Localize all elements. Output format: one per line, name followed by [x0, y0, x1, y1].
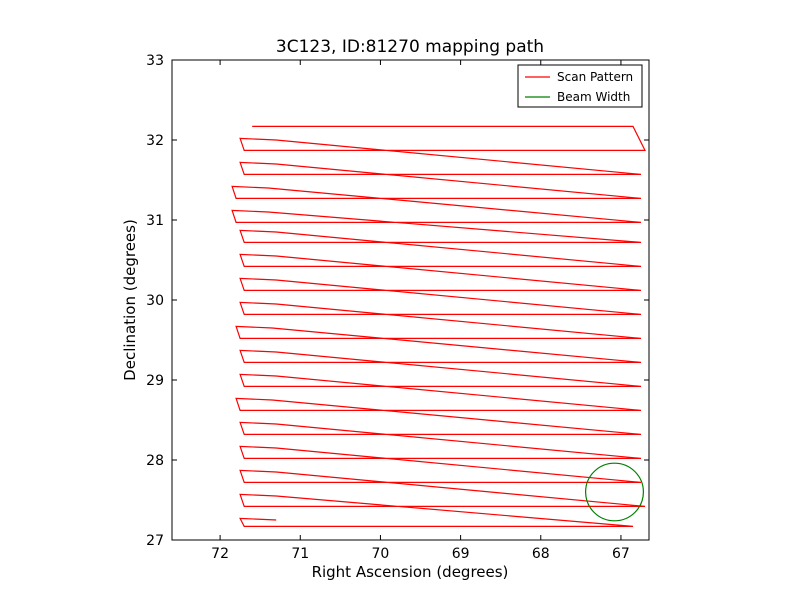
legend-label-beam-width: Beam Width: [557, 90, 630, 104]
scan-pattern-line: [231, 125, 646, 528]
x-tick-label-67: 67: [612, 546, 630, 562]
x-tick-label-70: 70: [372, 546, 390, 562]
beam-width-circle: [584, 462, 644, 522]
chart-title: 3C123, ID:81270 mapping path: [276, 37, 544, 57]
y-tick-label-32: 32: [146, 133, 164, 149]
y-axis-label: Declination (degrees): [121, 219, 139, 381]
x-tick-label-71: 71: [291, 546, 309, 562]
legend: Scan Pattern Beam Width: [517, 64, 643, 108]
scan-pattern-layer: [231, 125, 646, 528]
x-axis-label: Right Ascension (degrees): [312, 563, 509, 581]
y-tick-label-30: 30: [146, 293, 164, 309]
beam-width-layer: [584, 462, 644, 522]
y-tick-label-29: 29: [146, 373, 164, 389]
x-tick-label-68: 68: [532, 546, 550, 562]
y-tick-label-31: 31: [146, 213, 164, 229]
y-tick-label-27: 27: [146, 533, 164, 549]
plot-area: [172, 60, 649, 540]
x-tick-label-69: 69: [452, 546, 470, 562]
legend-box: [517, 64, 643, 108]
x-tick-label-72: 72: [211, 546, 229, 562]
legend-label-scan-pattern: Scan Pattern: [557, 70, 633, 84]
tick-layer: 72 71 70 69 68 67 27 28 29 30 31 32 33: [146, 53, 649, 562]
y-tick-label-28: 28: [146, 453, 164, 469]
y-tick-label-33: 33: [146, 53, 164, 69]
